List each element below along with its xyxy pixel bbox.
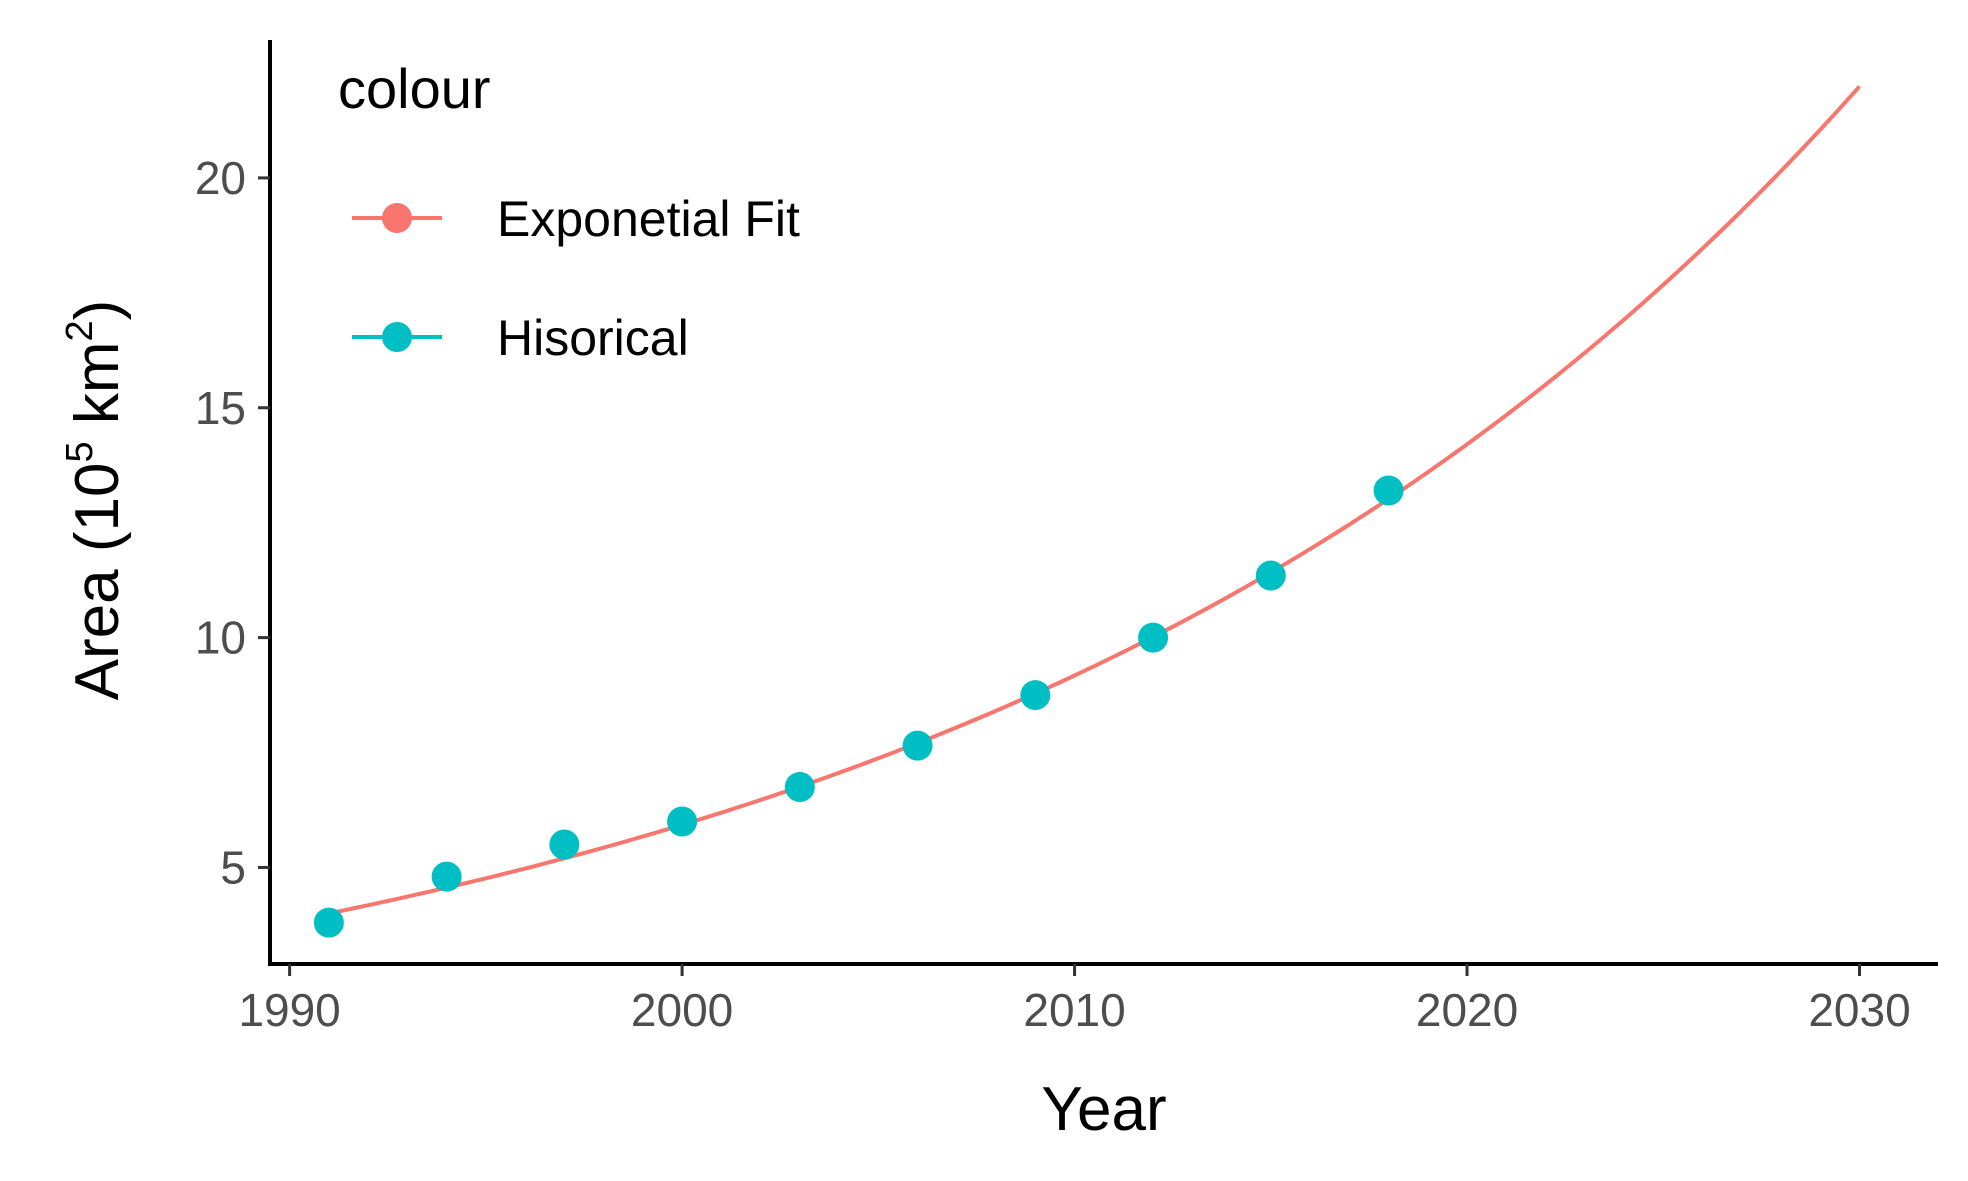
legend-key-point — [382, 203, 412, 233]
y-axis-ticks: 5 10 15 20 — [195, 152, 270, 893]
data-point-2006 — [902, 730, 933, 761]
x-tick-label: 2000 — [631, 984, 733, 1036]
legend-label: Hisorical — [497, 310, 689, 366]
historical-points — [313, 475, 1404, 938]
x-tick-label: 1990 — [238, 984, 340, 1036]
legend-item-hisorical: Hisorical — [352, 310, 689, 366]
legend-label: Exponetial Fit — [497, 191, 800, 247]
y-tick-label: 5 — [220, 841, 246, 893]
data-point-2018 — [1373, 475, 1404, 506]
x-axis-title: Year — [1041, 1075, 1166, 1144]
data-point-1991 — [313, 907, 344, 938]
legend: colour Exponetial Fit Hisorical — [338, 57, 800, 366]
x-tick-label: 2010 — [1023, 984, 1125, 1036]
data-point-2000 — [667, 806, 698, 837]
data-point-2012 — [1138, 622, 1169, 653]
x-tick-label: 2030 — [1808, 984, 1910, 1036]
legend-item-exponetial-fit: Exponetial Fit — [352, 191, 800, 247]
y-axis-title-exponent-1: 5 — [59, 441, 101, 462]
data-point-1997 — [549, 829, 580, 860]
y-tick-label: 10 — [195, 612, 246, 664]
plot-panel — [313, 85, 1862, 938]
y-axis-title-middle: km — [63, 341, 132, 441]
y-axis-title-suffix: ) — [63, 300, 132, 321]
data-point-2009 — [1020, 680, 1051, 711]
y-axis-title: Area (105 km2) — [59, 300, 132, 701]
y-axis-title-exponent-2: 2 — [59, 320, 101, 341]
legend-key-point — [382, 322, 412, 352]
legend-title: colour — [338, 57, 491, 120]
y-tick-label: 15 — [195, 382, 246, 434]
x-tick-label: 2020 — [1416, 984, 1518, 1036]
data-point-2015 — [1255, 560, 1286, 591]
data-point-1994 — [431, 861, 462, 892]
x-axis-ticks: 1990 2000 2010 2020 2030 — [238, 964, 1911, 1036]
data-point-2003 — [784, 772, 815, 803]
fit-line — [328, 85, 1862, 916]
y-axis-title-prefix: Area (10 — [63, 463, 132, 701]
y-tick-label: 20 — [195, 152, 246, 204]
